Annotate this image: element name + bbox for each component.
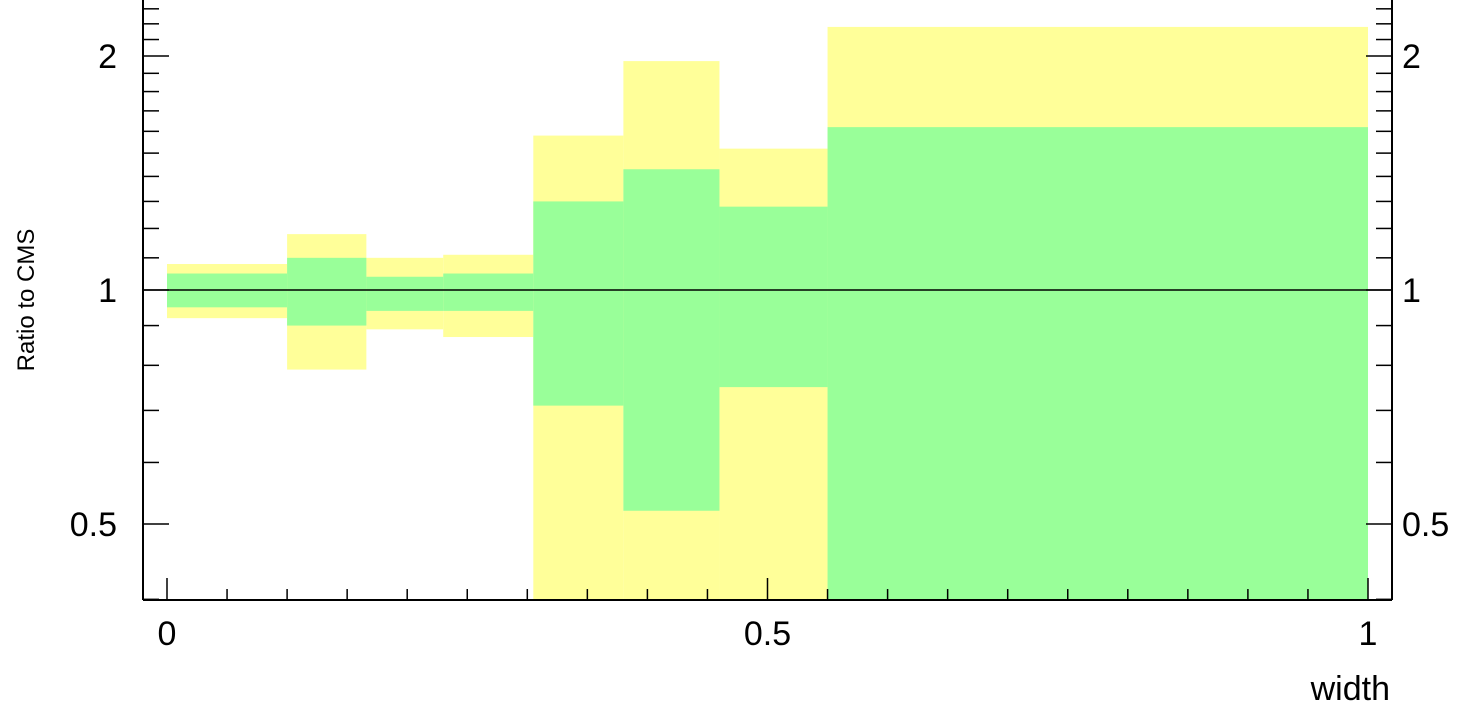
y-tick-label: 2 (98, 38, 117, 76)
plot-axes (142, 0, 1393, 601)
uncertainty-bands (167, 26, 1368, 601)
y-tick-label-right: 0.5 (1402, 506, 1449, 544)
y-tick-label-right: 2 (1402, 38, 1421, 76)
inner-band-bin (443, 273, 534, 311)
inner-band-bin (719, 206, 828, 388)
inner-band-bin (287, 257, 367, 326)
x-tick-label: 0 (158, 615, 177, 653)
inner-band-bin (533, 201, 624, 406)
x-tick-label: 0.5 (744, 615, 791, 653)
inner-band-bin (623, 169, 720, 511)
inner-band-bin (827, 127, 1368, 600)
y-tick-label: 0.5 (70, 506, 117, 544)
y-tick-label-right: 1 (1402, 272, 1421, 310)
x-tick-label: 1 (1359, 615, 1378, 653)
x-axis-title: width (1310, 670, 1390, 708)
y-tick-label: 1 (98, 272, 117, 310)
inner-band-bin (366, 276, 444, 311)
y-axis-title: Ratio to CMS (13, 229, 40, 372)
tick-labels: 0 0.5 1 0.5 0.5 1 1 2 2 (70, 38, 1450, 653)
